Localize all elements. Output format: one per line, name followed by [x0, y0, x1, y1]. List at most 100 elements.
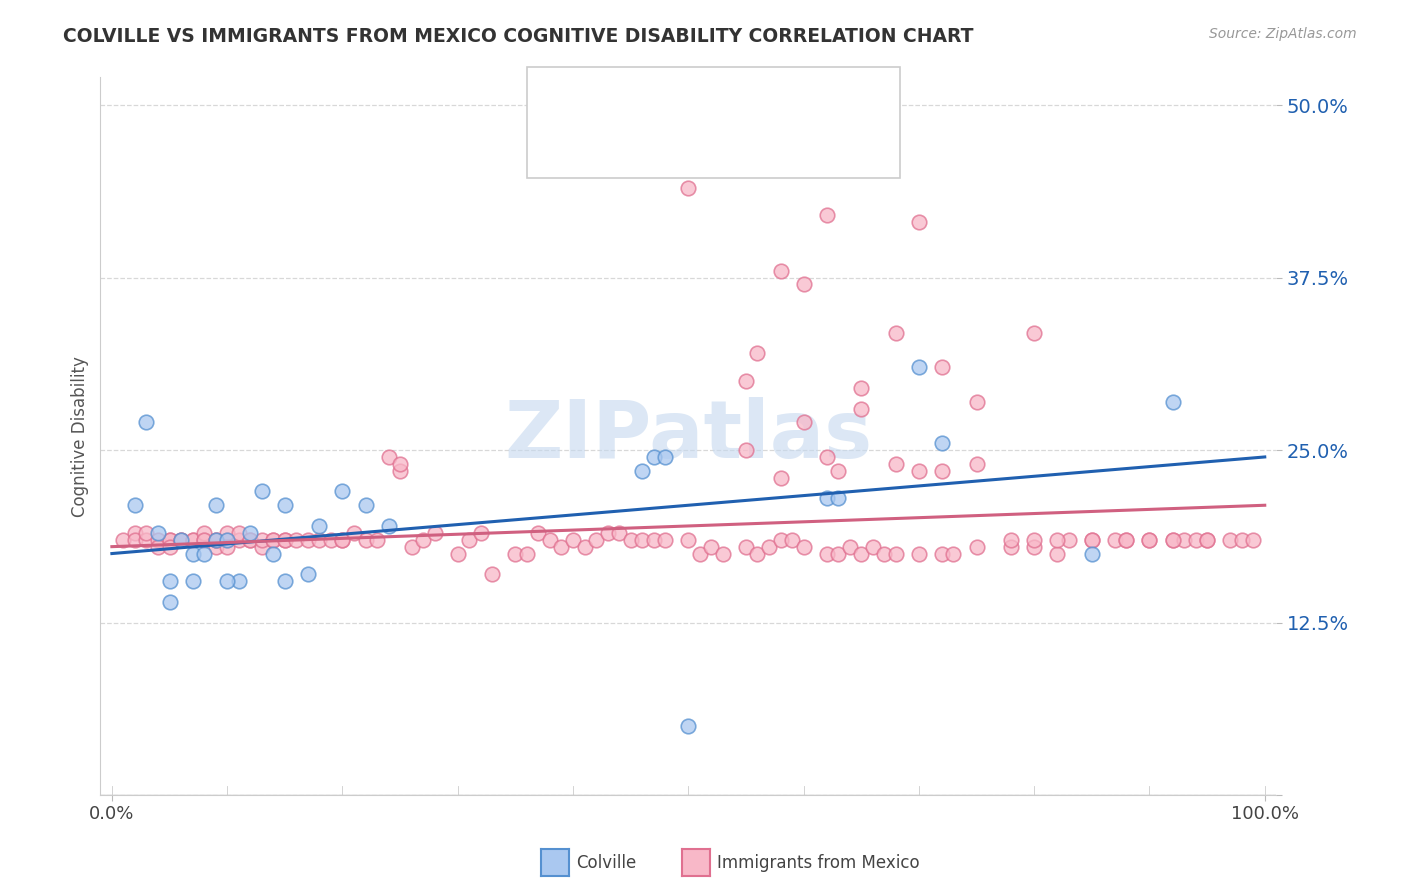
- Point: [423, 525, 446, 540]
- Point: [159, 533, 181, 547]
- Point: [239, 525, 262, 540]
- Point: [769, 533, 792, 547]
- Point: [239, 533, 262, 547]
- Point: [343, 525, 366, 540]
- Point: [274, 533, 297, 547]
- Point: [135, 533, 157, 547]
- Point: [700, 540, 723, 554]
- Point: [1057, 533, 1080, 547]
- Point: [966, 457, 988, 471]
- Point: [815, 547, 838, 561]
- Point: [1139, 533, 1161, 547]
- Point: [966, 540, 988, 554]
- Point: [354, 533, 377, 547]
- Point: [1024, 540, 1046, 554]
- Point: [643, 533, 665, 547]
- Point: [159, 574, 181, 589]
- Point: [505, 547, 527, 561]
- Point: [873, 547, 896, 561]
- Point: [862, 540, 884, 554]
- Point: [458, 533, 481, 547]
- Point: [146, 533, 169, 547]
- Point: [550, 540, 572, 554]
- Point: [1046, 533, 1069, 547]
- Point: [574, 540, 596, 554]
- Y-axis label: Cognitive Disability: Cognitive Disability: [72, 356, 89, 516]
- Point: [146, 525, 169, 540]
- Point: [447, 547, 470, 561]
- Point: [204, 498, 226, 512]
- Point: [654, 450, 676, 464]
- Point: [1197, 533, 1219, 547]
- Point: [1219, 533, 1241, 547]
- Point: [159, 540, 181, 554]
- Point: [389, 464, 412, 478]
- Point: [1197, 533, 1219, 547]
- Point: [620, 533, 643, 547]
- Point: [1161, 394, 1184, 409]
- Point: [607, 525, 630, 540]
- Point: [851, 401, 873, 416]
- Point: [204, 540, 226, 554]
- Point: [204, 533, 226, 547]
- Text: Colville: Colville: [576, 854, 637, 871]
- Point: [931, 464, 953, 478]
- Point: [815, 209, 838, 223]
- Point: [711, 547, 734, 561]
- Point: [793, 540, 815, 554]
- Point: [308, 519, 330, 533]
- Text: Source: ZipAtlas.com: Source: ZipAtlas.com: [1209, 27, 1357, 41]
- Point: [285, 533, 308, 547]
- Point: [274, 533, 297, 547]
- Point: [931, 547, 953, 561]
- Point: [1081, 533, 1104, 547]
- Point: [262, 533, 284, 547]
- Point: [181, 547, 204, 561]
- Point: [596, 525, 619, 540]
- Point: [228, 533, 250, 547]
- Point: [815, 491, 838, 506]
- Point: [793, 416, 815, 430]
- Point: [401, 540, 423, 554]
- Point: [332, 533, 354, 547]
- Point: [884, 457, 907, 471]
- Point: [1024, 326, 1046, 340]
- Point: [780, 533, 803, 547]
- Point: [827, 464, 849, 478]
- Point: [908, 547, 931, 561]
- Point: [1161, 533, 1184, 547]
- Point: [908, 360, 931, 375]
- Point: [1161, 533, 1184, 547]
- Point: [678, 719, 700, 733]
- Point: [124, 533, 146, 547]
- Point: [1024, 533, 1046, 547]
- Point: [135, 416, 157, 430]
- Point: [308, 533, 330, 547]
- Point: [170, 533, 193, 547]
- Point: [1115, 533, 1137, 547]
- Point: [239, 533, 262, 547]
- Point: [193, 533, 215, 547]
- Point: [758, 540, 780, 554]
- Point: [654, 533, 676, 547]
- Point: [516, 547, 538, 561]
- Point: [181, 574, 204, 589]
- Point: [735, 540, 758, 554]
- Point: [250, 484, 273, 499]
- Point: [228, 574, 250, 589]
- Point: [319, 533, 342, 547]
- Text: 0.105: 0.105: [636, 138, 697, 158]
- Point: [274, 574, 297, 589]
- Point: [297, 533, 319, 547]
- Point: [735, 374, 758, 388]
- Point: [643, 450, 665, 464]
- Point: [217, 533, 239, 547]
- Point: [851, 381, 873, 395]
- Point: [1104, 533, 1126, 547]
- Point: [527, 525, 550, 540]
- Text: 34: 34: [763, 87, 797, 106]
- Point: [354, 498, 377, 512]
- Point: [851, 547, 873, 561]
- Point: [377, 519, 399, 533]
- Point: [412, 533, 434, 547]
